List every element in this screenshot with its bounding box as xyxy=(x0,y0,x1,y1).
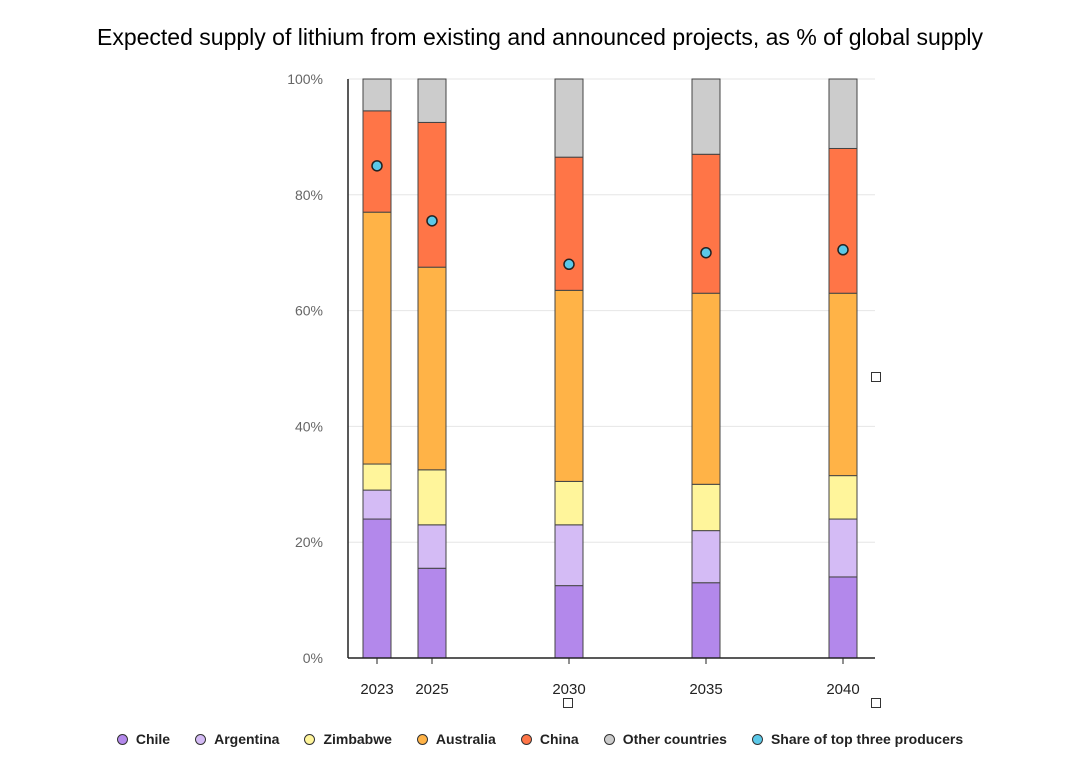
legend-dot-china xyxy=(520,733,532,745)
legend-item-chile[interactable]: Chile xyxy=(116,731,171,747)
bar-segment-australia xyxy=(554,289,584,482)
bar-segment-other-countries xyxy=(417,78,447,123)
resize-handle-bottom-right[interactable] xyxy=(871,698,881,708)
bar-segment-china xyxy=(554,156,584,291)
resize-handle-right[interactable] xyxy=(871,372,881,382)
legend-label-australia: Australia xyxy=(435,731,496,747)
legend-label-chile: Chile xyxy=(135,731,171,747)
bar-segment-other-countries xyxy=(362,78,392,112)
bar-segment-argentina xyxy=(828,518,858,578)
bar-segment-australia xyxy=(691,292,721,485)
legend-label-other-countries: Other countries xyxy=(622,731,727,747)
legend-item-top-three-share[interactable]: Share of top three producers xyxy=(751,731,964,747)
bar-segment-chile xyxy=(691,582,721,659)
chart-title: Expected supply of lithium from existing… xyxy=(96,24,983,50)
legend-label-zimbabwe: Zimbabwe xyxy=(323,731,392,747)
y-tick-label: 80% xyxy=(295,187,323,203)
bar-segment-other-countries xyxy=(691,78,721,155)
y-tick-label: 20% xyxy=(295,534,323,550)
legend-dot-other-countries xyxy=(603,733,615,745)
x-tick-label: 2035 xyxy=(689,681,722,698)
bar-segment-argentina xyxy=(362,489,392,520)
bar-segment-zimbabwe xyxy=(554,480,584,526)
legend-dot-top-three-share xyxy=(751,733,763,745)
top-three-share-marker xyxy=(700,246,712,259)
bar-segment-zimbabwe xyxy=(691,483,721,532)
bar-segment-zimbabwe xyxy=(362,463,392,491)
bar-segment-zimbabwe xyxy=(828,475,858,520)
bar-segment-china xyxy=(828,147,858,294)
legend-item-australia[interactable]: Australia xyxy=(416,731,496,747)
top-three-share-marker xyxy=(371,160,383,172)
top-three-share-marker xyxy=(563,258,575,271)
y-tick-label: 40% xyxy=(295,418,323,434)
legend-label-china: China xyxy=(539,731,579,747)
x-tick-label: 2030 xyxy=(552,681,585,698)
bar-segment-chile xyxy=(417,567,447,659)
bar-segment-other-countries xyxy=(554,78,584,158)
bar-segment-chile xyxy=(554,585,584,659)
bar-segment-argentina xyxy=(691,530,721,584)
legend-item-china[interactable]: China xyxy=(520,731,579,747)
bar-segment-other-countries xyxy=(828,78,858,149)
bar-segment-zimbabwe xyxy=(417,469,447,526)
resize-handle-bottom[interactable] xyxy=(563,698,573,708)
x-tick-label: 2040 xyxy=(826,681,859,698)
y-tick-label: 100% xyxy=(287,71,323,87)
legend-dot-zimbabwe xyxy=(304,733,316,745)
bar-segment-australia xyxy=(417,266,447,471)
bar-segment-china xyxy=(417,121,447,268)
legend-dot-argentina xyxy=(195,733,207,745)
x-tick-label: 2025 xyxy=(415,681,448,698)
bar-segment-chile xyxy=(828,576,858,659)
bar-segment-australia xyxy=(362,211,392,465)
legend-label-argentina: Argentina xyxy=(214,731,280,747)
legend-item-zimbabwe[interactable]: Zimbabwe xyxy=(304,731,392,747)
y-tick-label: 0% xyxy=(303,650,323,666)
chart-legend: Chile Argentina Zimbabwe Australia China… xyxy=(0,731,1080,747)
legend-item-argentina[interactable]: Argentina xyxy=(195,731,279,747)
top-three-share-marker xyxy=(837,244,849,256)
bar-segment-china xyxy=(691,153,721,294)
stacked-bar-chart: 0% 20% 40% 60% 80% 100% 2023 2025 2030 2035 2040 xyxy=(287,71,875,698)
bar-segment-argentina xyxy=(554,524,584,587)
legend-item-other-countries[interactable]: Other countries xyxy=(603,731,727,747)
top-three-share-marker xyxy=(426,215,438,227)
legend-dot-australia xyxy=(416,733,428,745)
legend-dot-chile xyxy=(116,733,128,745)
x-tick-label: 2023 xyxy=(360,681,393,698)
legend-label-top-three-share: Share of top three producers xyxy=(770,731,964,747)
y-tick-label: 60% xyxy=(295,303,323,319)
bar-segment-argentina xyxy=(417,524,447,569)
bar-segment-australia xyxy=(828,292,858,477)
bar-segment-chile xyxy=(362,518,392,659)
